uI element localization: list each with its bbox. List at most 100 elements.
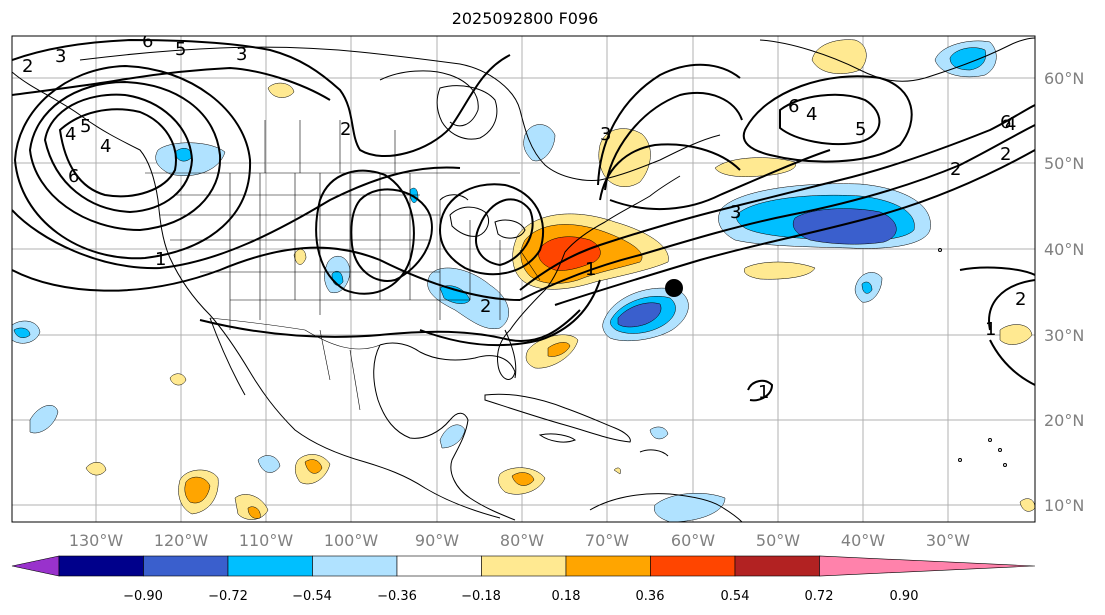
- warm-anomaly-baja: [169, 373, 187, 386]
- cold-anomaly-lesser-antilles: [649, 426, 669, 440]
- lat-label: 30°N: [1044, 326, 1084, 345]
- contour-label: 4: [1005, 114, 1016, 135]
- cold-anomaly-bermuda-core: [617, 302, 662, 328]
- contour-label: 2: [480, 296, 491, 317]
- contour-label: 3: [55, 46, 66, 67]
- colorbar-extend-high: [819, 555, 1036, 577]
- lat-label: 50°N: [1044, 154, 1084, 173]
- lat-label: 20°N: [1044, 411, 1084, 430]
- colorbar-tick-label: 0.54: [721, 589, 750, 604]
- contour-label: 4: [65, 124, 76, 145]
- lon-label: 120°W: [154, 531, 209, 550]
- contour-label: 2: [340, 119, 351, 140]
- colorbar-tick-label: 0.72: [805, 589, 834, 604]
- colorbar-segment: [734, 555, 820, 577]
- colorbar-tick-label: 0.36: [636, 589, 665, 604]
- colorbar-tick-label: −0.90: [123, 589, 163, 604]
- lon-label: 130°W: [69, 531, 124, 550]
- colorbar-segment: [58, 555, 144, 577]
- warm-anomaly-northeast-peak: [538, 236, 601, 271]
- contour-label: 6: [788, 96, 799, 117]
- contour-label: 2: [1000, 144, 1011, 165]
- political-borders: [145, 120, 541, 411]
- colorbar-tick-label: −0.72: [208, 589, 248, 604]
- contour-label: 1: [985, 319, 996, 340]
- lon-label: 100°W: [324, 531, 379, 550]
- coastlines: [12, 37, 1035, 522]
- cold-anomaly-iceland-core: [949, 47, 986, 71]
- contour-label: 1: [585, 259, 596, 280]
- colorbar-tick-label: −0.18: [461, 589, 501, 604]
- lon-label: 70°W: [585, 531, 629, 550]
- contour-label: 6: [142, 31, 153, 52]
- cold-anomaly-hawaii: [29, 405, 59, 434]
- height-contours: [12, 38, 1035, 402]
- contour-label: 3: [600, 124, 611, 145]
- storm-position-marker: [665, 279, 683, 297]
- colorbar-segment: [143, 555, 229, 577]
- contour-label: 6: [68, 166, 79, 187]
- contour-label: 3: [236, 44, 247, 65]
- contour-label: 4: [100, 136, 111, 157]
- lon-label: 90°W: [415, 531, 459, 550]
- warm-anomaly-pacific-south-core: [184, 476, 211, 504]
- lon-label: 80°W: [500, 531, 544, 550]
- lon-label: 50°W: [756, 531, 800, 550]
- contour-label: 1: [758, 382, 769, 403]
- warm-anomaly-rockies: [293, 249, 307, 265]
- warm-anomaly-mexico-core: [304, 459, 323, 474]
- lat-label: 40°N: [1044, 240, 1084, 259]
- contour-label: 5: [175, 39, 186, 60]
- shaded-anomalies: [12, 39, 1035, 522]
- colorbar-segment: [481, 555, 567, 577]
- colorbar-segment: [227, 555, 313, 577]
- colorbar-tick-label: −0.54: [292, 589, 332, 604]
- colorbar-tick-label: −0.36: [377, 589, 417, 604]
- contour-labels: 2 3 6 5 3 2 5 4 4 6 4 6 5 3 2 6 2 1 1 2 …: [22, 31, 1026, 403]
- warm-anomaly-windward: [613, 467, 621, 475]
- contour-label: 5: [855, 119, 866, 140]
- lon-label: 60°W: [671, 531, 715, 550]
- cold-anomaly-mexico-pacific: [257, 455, 281, 473]
- warm-anomaly-caribbean-core: [511, 472, 535, 486]
- contour-label: 1: [155, 249, 166, 270]
- lat-label: 60°N: [1044, 69, 1084, 88]
- warm-anomaly-bahamas-core: [547, 342, 571, 357]
- colorbar-segment: [565, 555, 651, 577]
- map-content: 2 3 6 5 3 2 5 4 4 6 4 6 5 3 2 6 2 1 1 2 …: [12, 31, 1035, 522]
- map-frame: [11, 35, 1036, 523]
- contour-label: 2: [950, 159, 961, 180]
- warm-anomaly-greenland: [811, 39, 867, 74]
- colorbar-segment: [312, 555, 398, 577]
- lon-label: 40°W: [841, 531, 885, 550]
- contour-label: 2: [22, 56, 33, 77]
- warm-anomaly-east-atlantic: [999, 324, 1033, 345]
- warm-anomaly-central-atlantic: [744, 261, 816, 280]
- map-title: 2025092800 F096: [451, 9, 599, 28]
- cold-anomaly-east-pacific-core: [13, 327, 31, 338]
- contour-label: 2: [1015, 289, 1026, 310]
- warm-anomaly-alaska: [267, 82, 295, 98]
- lon-label: 30°W: [926, 531, 970, 550]
- lat-label: 10°N: [1044, 496, 1084, 515]
- contour-label: 6: [1000, 112, 1011, 133]
- contour-label: 4: [806, 104, 817, 125]
- warm-anomaly-hawaii: [85, 462, 107, 476]
- latitude-labels: 60°N 50°N 40°N 30°N 20°N 10°N: [1044, 69, 1084, 515]
- contour-label: 3: [730, 202, 741, 223]
- colorbar-tick-label: 0.18: [552, 589, 581, 604]
- colorbar-segment: [396, 555, 482, 577]
- cold-anomaly-hudson: [523, 124, 556, 162]
- colorbar-segment: [650, 555, 736, 577]
- warm-anomaly-cape-verde: [1019, 498, 1035, 512]
- cold-anomaly-mid-atlantic-core: [861, 281, 873, 294]
- colorbar-tick-label: 0.90: [890, 589, 919, 604]
- warm-anomaly-pacific-southeast-core: [247, 506, 261, 519]
- colorbar-extend-low: [11, 555, 60, 577]
- contour-label: 5: [80, 116, 91, 137]
- longitude-labels: 130°W 120°W 110°W 100°W 90°W 80°W 70°W 6…: [69, 531, 970, 550]
- cold-anomaly-central-america: [439, 424, 466, 449]
- colorbar: [11, 555, 1036, 577]
- colorbar-ticks: −0.90 −0.72 −0.54 −0.36 −0.18 0.18 0.36 …: [123, 589, 918, 604]
